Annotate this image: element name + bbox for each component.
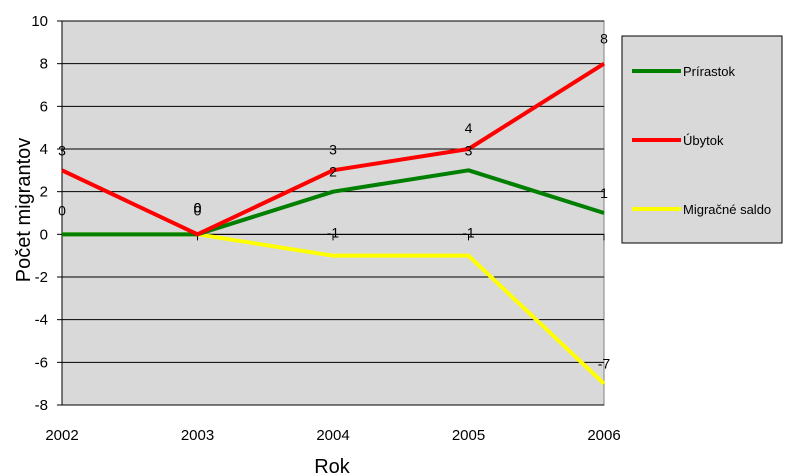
data-label: 3 [329, 141, 337, 157]
x-axis-ticks: 2002 2003 2004 2005 2006 [45, 234, 621, 444]
data-label: 3 [465, 142, 473, 158]
legend: Prírastok Úbytok Migračné saldo [621, 35, 783, 244]
series-line-0 [62, 168, 605, 237]
data-label: 0 [58, 202, 66, 218]
data-label: 3 [58, 142, 66, 158]
y-tick-label: -2 [35, 269, 48, 286]
y-tick-label: 0 [40, 226, 48, 243]
x-axis-title: Rok [314, 456, 351, 476]
y-tick-label: -6 [35, 354, 48, 371]
x-tick-label: 2006 [587, 427, 620, 444]
x-tick-label: 2005 [452, 427, 485, 444]
data-label: 2 [329, 164, 337, 180]
data-label: -1 [462, 225, 475, 241]
data-label: 0 [194, 199, 202, 215]
legend-entry-label: Prírastok [683, 64, 736, 79]
data-label: 8 [600, 31, 608, 47]
y-tick-label: 2 [40, 184, 48, 201]
y-tick-label: -8 [35, 397, 48, 414]
y-tick-label: 10 [31, 13, 48, 30]
y-tick-label: -4 [35, 312, 48, 329]
data-label: -7 [598, 356, 611, 372]
y-tick-label: 4 [40, 141, 48, 158]
data-label: 0 [194, 199, 202, 215]
y-tick-label: 6 [40, 98, 48, 115]
legend-entry-label: Migračné saldo [683, 202, 771, 217]
x-tick-label: 2003 [181, 427, 214, 444]
plot-area [61, 20, 605, 406]
x-tick-label: 2002 [45, 427, 78, 444]
series-line-1 [61, 61, 606, 237]
x-tick-label: 2004 [316, 427, 349, 444]
data-label: 1 [600, 185, 608, 201]
series-lines [61, 61, 606, 386]
data-label: -1 [327, 225, 340, 241]
data-label: 0 [194, 202, 202, 218]
y-tick-label: 8 [40, 56, 48, 73]
legend-entry-label: Úbytok [683, 133, 724, 148]
y-axis-title: Počet migrantov [13, 138, 35, 283]
data-label: 4 [465, 120, 473, 136]
